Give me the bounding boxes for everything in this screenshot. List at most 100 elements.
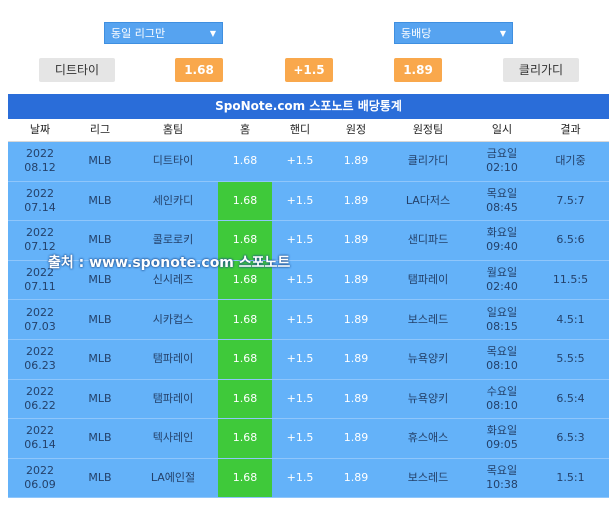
cell-line: 2022 bbox=[26, 464, 54, 478]
league-filter-value: 동일 리그만 bbox=[111, 27, 166, 40]
cell-home-team: 신시레즈 bbox=[152, 273, 194, 287]
cell-away-team: 샌디파드 bbox=[407, 233, 449, 247]
table-header: 날짜 리그 홈팀 홈 핸디 원정 원정팀 일시 결과 bbox=[8, 119, 609, 142]
cell-date: 2022 07.12 bbox=[8, 221, 72, 260]
cell-home-team: 콜로로키 bbox=[152, 233, 194, 247]
header-result: 결과 bbox=[560, 123, 581, 136]
cell-result: 6.5:6 bbox=[556, 233, 585, 247]
cell-line: 2022 bbox=[26, 147, 54, 161]
cell-away-odds: 1.89 bbox=[343, 471, 369, 485]
cell-result: 1.5:1 bbox=[556, 471, 585, 485]
table-row: 2022 06.14 MLB 텍사레인 1.68 +1.5 1.89 휴스애스 화요일 09:05… bbox=[8, 419, 609, 459]
cell-line: 02:10 bbox=[486, 161, 518, 175]
cell-line: 2022 bbox=[26, 186, 54, 200]
cell-away-odds: 1.89 bbox=[343, 352, 369, 366]
header-away: 원정 bbox=[345, 123, 367, 136]
cell-datetime: 목요일 08:10 bbox=[472, 340, 532, 379]
table-row: 2022 07.11 MLB 신시레즈 1.68 +1.5 1.89 탬파레이 월요일 02:40… bbox=[8, 260, 609, 301]
cell-home-odds: 1.68 bbox=[218, 181, 272, 221]
cell-line: 08.12 bbox=[24, 161, 56, 175]
cell-home-team: 탬파레이 bbox=[152, 391, 194, 405]
away-odds-button[interactable]: 1.89 bbox=[394, 58, 442, 82]
cell-date: 2022 06.22 bbox=[8, 380, 72, 419]
header-league: 리그 bbox=[89, 123, 111, 136]
cell-home-odds: 1.68 bbox=[218, 339, 272, 379]
cell-home-team: 시카컵스 bbox=[152, 312, 194, 326]
table-row: 2022 08.12 MLB 디트타이 1.68 +1.5 1.89 클리가디 금요일 02:10… bbox=[8, 142, 609, 182]
cell-away-team: 보스레드 bbox=[407, 312, 449, 326]
cell-datetime: 화요일 09:40 bbox=[472, 221, 532, 260]
cell-datetime: 금요일 02:10 bbox=[472, 142, 532, 181]
cell-away-odds: 1.89 bbox=[343, 391, 369, 405]
cell-line: 2022 bbox=[26, 424, 54, 438]
cell-date: 2022 07.03 bbox=[8, 300, 72, 339]
cell-line: 06.09 bbox=[24, 478, 56, 492]
cell-handicap: +1.5 bbox=[286, 431, 314, 445]
odds-filter-value: 동배당 bbox=[401, 27, 432, 40]
cell-line: 2022 bbox=[26, 345, 54, 359]
source-watermark: 출처 : www.sponote.com 스포노트 bbox=[48, 255, 291, 271]
cell-handicap: +1.5 bbox=[286, 233, 314, 247]
cell-line: 06.22 bbox=[24, 398, 56, 412]
cell-line: 09:40 bbox=[486, 240, 518, 254]
league-filter-select[interactable]: 동일 리그만 ▼ bbox=[104, 22, 223, 44]
cell-handicap: +1.5 bbox=[286, 154, 314, 168]
cell-home-odds: 1.68 bbox=[218, 300, 272, 339]
home-odds-button[interactable]: 1.68 bbox=[175, 58, 223, 82]
table-body: 2022 08.12 MLB 디트타이 1.68 +1.5 1.89 클리가디 금요일 02:10… bbox=[8, 142, 609, 499]
cell-line: 08:45 bbox=[486, 200, 518, 214]
table-row: 2022 07.03 MLB 시카컵스 1.68 +1.5 1.89 보스레드 일요일 08:15… bbox=[8, 300, 609, 340]
cell-home-team: 세인카디 bbox=[152, 193, 194, 207]
cell-line: 수요일 bbox=[486, 384, 518, 398]
cell-line: 10:38 bbox=[486, 478, 518, 492]
cell-handicap: +1.5 bbox=[286, 471, 314, 485]
odds-filter-select[interactable]: 동배당 ▼ bbox=[394, 22, 513, 44]
cell-league: MLB bbox=[88, 154, 112, 168]
cell-home-odds: 1.68 bbox=[218, 419, 272, 458]
cell-handicap: +1.5 bbox=[286, 312, 314, 326]
cell-line: 08:15 bbox=[486, 319, 518, 333]
cell-line: 2022 bbox=[26, 226, 54, 240]
home-team-button[interactable]: 디트타이 bbox=[39, 58, 115, 82]
table-row: 2022 06.23 MLB 탬파레이 1.68 +1.5 1.89 뉴욕양키 목요일 08:10… bbox=[8, 339, 609, 380]
cell-line: 08:10 bbox=[486, 359, 518, 373]
cell-home-team: 탬파레이 bbox=[152, 352, 194, 366]
cell-line: 08:10 bbox=[486, 398, 518, 412]
cell-league: MLB bbox=[88, 273, 112, 287]
table-title: SpoNote.com 스포노트 배당통계 bbox=[8, 94, 609, 119]
header-handicap: 핸디 bbox=[289, 123, 311, 136]
header-home-team: 홈팀 bbox=[162, 123, 184, 136]
cell-away-team: 휴스애스 bbox=[407, 431, 449, 445]
cell-away-team: 뉴욕양키 bbox=[407, 391, 449, 405]
cell-result: 6.5:4 bbox=[556, 391, 585, 405]
cell-line: 07.11 bbox=[24, 280, 56, 294]
cell-line: 06.14 bbox=[24, 438, 56, 452]
header-away-team: 원정팀 bbox=[412, 123, 444, 136]
cell-datetime: 일요일 08:15 bbox=[472, 300, 532, 339]
cell-line: 07.12 bbox=[24, 240, 56, 254]
cell-home-odds: 1.68 bbox=[218, 458, 272, 498]
cell-handicap: +1.5 bbox=[286, 193, 314, 207]
cell-away-odds: 1.89 bbox=[343, 233, 369, 247]
cell-line: 2022 bbox=[26, 305, 54, 319]
cell-handicap: +1.5 bbox=[286, 273, 314, 287]
cell-line: 06.23 bbox=[24, 359, 56, 373]
cell-line: 목요일 bbox=[486, 464, 518, 478]
cell-away-odds: 1.89 bbox=[343, 273, 369, 287]
cell-handicap: +1.5 bbox=[286, 391, 314, 405]
away-team-button[interactable]: 클리가디 bbox=[503, 58, 579, 82]
cell-home-team: 텍사레인 bbox=[152, 431, 194, 445]
cell-datetime: 수요일 08:10 bbox=[472, 380, 532, 419]
table-row: 2022 06.09 MLB LA에인절 1.68 +1.5 1.89 보스레드 목요일 10:3… bbox=[8, 458, 609, 499]
header-datetime: 일시 bbox=[491, 123, 513, 136]
cell-datetime: 목요일 10:38 bbox=[472, 459, 532, 498]
cell-league: MLB bbox=[88, 312, 112, 326]
cell-result: 11.5:5 bbox=[552, 273, 589, 287]
table-row: 2022 07.14 MLB 세인카디 1.68 +1.5 1.89 LA다저스 목요일 08:4… bbox=[8, 181, 609, 222]
cell-line: 일요일 bbox=[486, 305, 518, 319]
cell-league: MLB bbox=[88, 431, 112, 445]
cell-handicap: +1.5 bbox=[286, 352, 314, 366]
handicap-button[interactable]: +1.5 bbox=[285, 58, 333, 82]
cell-date: 2022 06.09 bbox=[8, 459, 72, 498]
cell-league: MLB bbox=[88, 391, 112, 405]
